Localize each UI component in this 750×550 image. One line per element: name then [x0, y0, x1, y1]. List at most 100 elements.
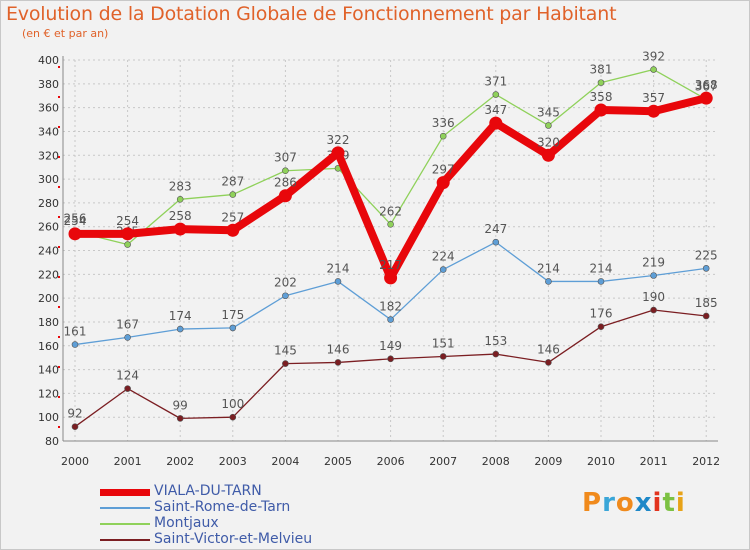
data-label: 182	[379, 300, 402, 314]
x-tick-label: 2011	[640, 455, 668, 468]
logo-letter: P	[582, 488, 603, 518]
data-point	[176, 196, 184, 203]
data-point	[647, 104, 661, 118]
y-tick-label: 340	[38, 125, 59, 138]
x-tick-label: 2007	[429, 455, 457, 468]
data-point	[702, 312, 710, 320]
proxiti-logo: Proxiti	[582, 488, 686, 518]
data-label: 262	[379, 204, 402, 218]
data-label: 336	[432, 116, 455, 130]
data-label: 214	[590, 261, 613, 275]
data-point	[229, 324, 237, 332]
data-point	[71, 341, 79, 348]
data-point	[226, 223, 240, 237]
data-label: 92	[67, 407, 82, 421]
data-point	[597, 323, 605, 331]
data-point	[124, 334, 131, 341]
data-point	[384, 271, 398, 285]
data-point	[436, 176, 450, 190]
data-point	[702, 265, 710, 272]
y-tick-label: 220	[38, 268, 59, 281]
data-label: 283	[169, 179, 192, 193]
data-label: 367	[695, 79, 718, 93]
data-point	[68, 227, 82, 241]
data-label: 151	[432, 336, 455, 350]
data-point	[541, 148, 555, 162]
x-tick-label: 2000	[61, 455, 89, 468]
data-label: 146	[327, 342, 350, 356]
y-tick-label: 300	[38, 173, 59, 186]
legend-label: Montjaux	[154, 515, 219, 531]
logo-letter: x	[634, 488, 653, 518]
data-point	[124, 385, 131, 392]
x-tick-label: 2002	[166, 455, 194, 468]
x-tick-label: 2012	[692, 455, 720, 468]
data-point	[282, 292, 289, 300]
data-point	[334, 359, 342, 366]
logo-letter: t	[662, 488, 676, 518]
data-point	[545, 122, 552, 129]
data-label: 99	[173, 398, 188, 412]
data-label: 214	[327, 261, 350, 275]
data-label: 202	[274, 276, 297, 290]
data-label: 146	[537, 342, 560, 356]
data-point	[545, 278, 552, 285]
data-label: 174	[169, 309, 192, 323]
data-label: 254	[116, 214, 139, 228]
legend-swatch	[100, 523, 150, 525]
data-point	[176, 325, 184, 333]
data-point	[229, 191, 237, 198]
data-point	[489, 116, 503, 130]
data-label: 175	[221, 308, 244, 322]
data-label: 307	[274, 151, 297, 165]
y-tick-label: 380	[38, 78, 59, 91]
data-label: 161	[64, 325, 87, 339]
legend-swatch	[100, 489, 150, 496]
data-point	[387, 355, 394, 363]
chart-title: Evolution de la Dotation Globale de Fonc…	[6, 3, 617, 25]
data-point	[121, 227, 135, 241]
logo-letter: r	[602, 488, 616, 518]
data-label: 320	[537, 135, 560, 149]
data-label: 347	[484, 103, 507, 117]
y-tick-label: 180	[38, 316, 59, 329]
data-label: 124	[116, 369, 139, 383]
data-point	[124, 241, 131, 248]
logo-letter: o	[615, 488, 635, 518]
data-point	[282, 167, 289, 175]
data-point	[334, 278, 342, 285]
x-tick-label: 2010	[587, 455, 615, 468]
x-tick-label: 2008	[482, 455, 510, 468]
data-point	[387, 316, 394, 323]
legend-label: Saint-Rome-de-Tarn	[154, 499, 291, 515]
y-tick-label: 200	[38, 292, 59, 305]
data-label: 145	[274, 344, 297, 358]
logo-letter: i	[675, 488, 686, 518]
data-point	[387, 221, 394, 228]
x-tick-label: 2004	[271, 455, 299, 468]
data-label: 381	[590, 63, 613, 77]
x-tick-label: 2009	[534, 455, 562, 468]
data-point	[439, 132, 447, 140]
data-label: 297	[432, 163, 455, 177]
y-tick-label: 140	[38, 364, 59, 377]
y-tick-label: 320	[38, 149, 59, 162]
y-tick-label: 160	[38, 340, 59, 353]
y-tick-label: 400	[38, 54, 59, 67]
data-label: 225	[695, 248, 718, 262]
y-tick-label: 360	[38, 102, 59, 115]
legend-label: VIALA-DU-TARN	[154, 483, 262, 499]
data-point	[439, 266, 447, 273]
data-label: 247	[484, 222, 507, 236]
data-point	[492, 238, 500, 246]
data-label: 392	[642, 50, 665, 64]
legend-swatch	[100, 507, 150, 509]
data-point	[597, 278, 605, 285]
data-point	[594, 103, 608, 117]
data-point	[545, 359, 552, 366]
data-point	[71, 423, 79, 431]
data-label: 190	[642, 290, 665, 304]
data-label: 100	[221, 397, 244, 411]
data-point	[331, 146, 345, 160]
